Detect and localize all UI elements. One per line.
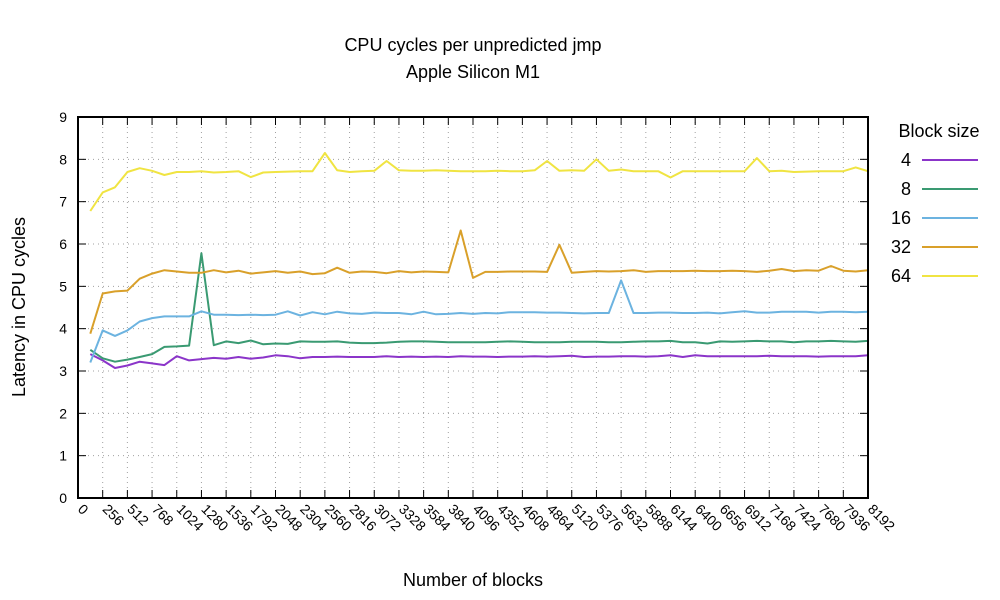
legend-label-32: 32 [891, 237, 911, 257]
series-line-32 [89, 229, 869, 334]
x-tick-label: 3584 [421, 501, 454, 534]
x-tick-label: 4608 [519, 501, 552, 534]
legend-label-4: 4 [901, 150, 911, 170]
series-group [89, 152, 869, 369]
x-tick-label: 5888 [643, 501, 676, 534]
x-tick-label: 256 [100, 501, 128, 529]
y-tick-label: 5 [59, 278, 67, 294]
y-tick-label: 9 [59, 109, 67, 125]
x-tick-label: 1536 [223, 501, 256, 534]
x-tick-label: 768 [149, 501, 177, 529]
legend-label-8: 8 [901, 179, 911, 199]
chart-subtitle: Apple Silicon M1 [406, 62, 540, 82]
x-tick-label: 7424 [791, 501, 824, 534]
x-tick-label: 1024 [174, 501, 207, 534]
y-tick-label: 4 [59, 321, 67, 337]
x-tick-label: 4864 [544, 501, 577, 534]
legend-title: Block size [898, 121, 979, 141]
chart-title: CPU cycles per unpredicted jmp [344, 35, 601, 55]
x-tick-label: 2304 [297, 501, 330, 534]
x-tick-label: 3072 [371, 501, 404, 534]
x-axis-label: Number of blocks [403, 570, 543, 590]
ticks [77, 116, 869, 499]
y-tick-label: 0 [59, 490, 67, 506]
x-tick-label: 7680 [816, 501, 849, 534]
legend: Block size 4 8 16 32 64 [891, 121, 980, 286]
x-tick-label: 4352 [495, 501, 528, 534]
x-tick-label: 512 [124, 501, 152, 529]
x-tick-label: 7168 [766, 501, 799, 534]
y-tick-label: 3 [59, 363, 67, 379]
x-tick-label: 5376 [593, 501, 626, 534]
x-tick-label: 2816 [346, 501, 379, 534]
x-tick-label: 8192 [865, 501, 898, 534]
x-tick-label: 2560 [322, 501, 355, 534]
x-tick-label: 1792 [248, 501, 281, 534]
legend-label-16: 16 [891, 208, 911, 228]
series-line-8 [89, 252, 869, 363]
x-tick-label: 4096 [470, 501, 503, 534]
y-tick-label: 8 [59, 151, 67, 167]
y-tick-label: 2 [59, 405, 67, 421]
legend-label-64: 64 [891, 266, 911, 286]
x-tick-label: 3840 [445, 501, 478, 534]
x-tick-label: 6912 [741, 501, 774, 534]
y-tick-label: 6 [59, 236, 67, 252]
y-tick-label: 7 [59, 194, 67, 210]
x-tick-label: 6144 [667, 501, 700, 534]
x-tick-label: 2048 [272, 501, 305, 534]
y-axis-label: Latency in CPU cycles [9, 217, 29, 397]
x-tick-label: 6656 [717, 501, 750, 534]
series-line-16 [89, 279, 869, 363]
x-tick-label: 5120 [569, 501, 602, 534]
y-tick-label: 1 [59, 448, 67, 464]
x-tick-label: 1280 [198, 501, 231, 534]
series-line-64 [89, 152, 869, 212]
x-tick-label: 3328 [396, 501, 429, 534]
x-tick-label: 5632 [618, 501, 651, 534]
series-line-4 [89, 353, 869, 369]
x-tick-label: 6400 [692, 501, 725, 534]
x-tick-label: 7936 [840, 501, 873, 534]
grid [78, 117, 868, 498]
x-tick-label: 0 [75, 501, 92, 518]
